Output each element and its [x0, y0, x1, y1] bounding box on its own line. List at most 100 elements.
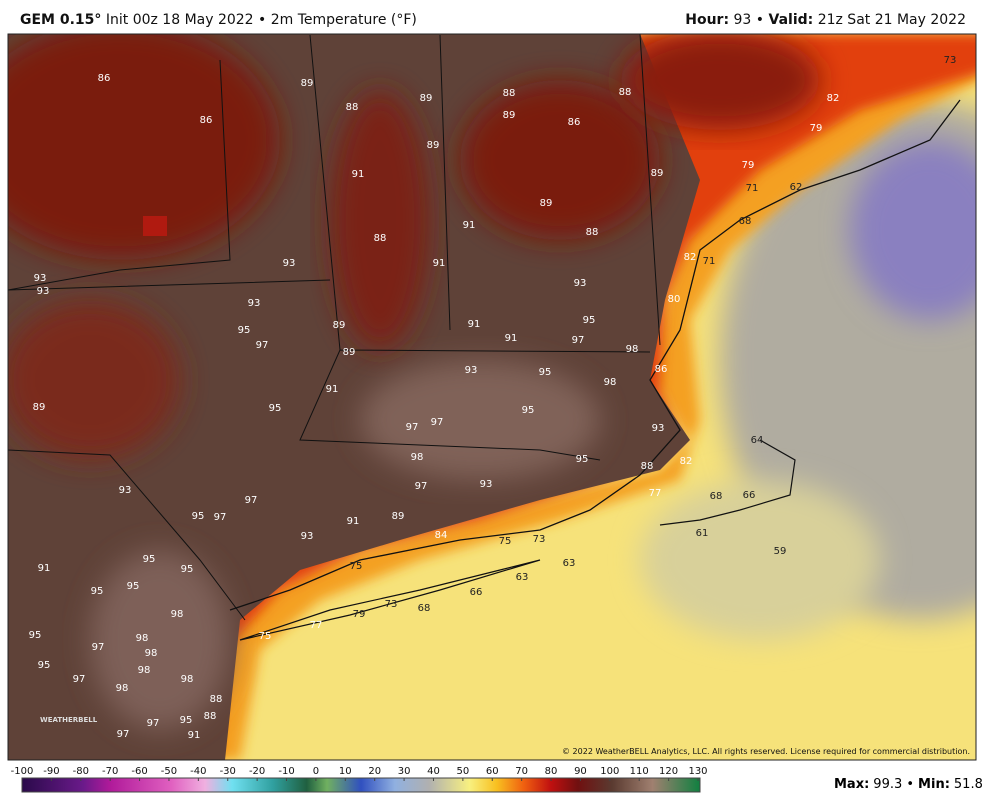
colorbar-tick-label: -50 [161, 766, 177, 777]
temp-label: 91 [188, 730, 201, 741]
temp-label: 91 [347, 516, 360, 527]
temp-label: 91 [505, 333, 518, 344]
temp-label: 79 [810, 123, 823, 134]
temp-label: 88 [586, 227, 599, 238]
temp-label: 91 [468, 319, 481, 330]
temp-label: 97 [92, 642, 105, 653]
temp-label: 75 [350, 561, 363, 572]
temp-label: 97 [245, 495, 258, 506]
colorbar-tick-label: -40 [190, 766, 206, 777]
temp-label: 64 [751, 435, 764, 446]
temp-label: 68 [710, 491, 723, 502]
map-frame [7, 33, 977, 761]
colorbar [21, 777, 701, 793]
temp-label: 73 [385, 599, 398, 610]
temp-label: 88 [503, 88, 516, 99]
temp-label: 98 [181, 674, 194, 685]
temp-label: 97 [572, 335, 585, 346]
temp-label: 93 [480, 479, 493, 490]
temp-label: 77 [649, 488, 662, 499]
temp-label: 98 [604, 377, 617, 388]
temp-label: 71 [746, 183, 759, 194]
temp-label: 89 [651, 168, 664, 179]
header-right: Hour: 93 • Valid: 21z Sat 21 May 2022 [685, 12, 966, 28]
temp-label: 95 [181, 564, 194, 575]
temp-label: 89 [420, 93, 433, 104]
temp-label: 98 [145, 648, 158, 659]
temp-label: 88 [210, 694, 223, 705]
temp-label: 97 [256, 340, 269, 351]
temp-label: 91 [38, 563, 51, 574]
colorbar-tick-label: 90 [574, 766, 587, 777]
temp-label: 62 [790, 182, 803, 193]
temp-label: 93 [301, 531, 314, 542]
temp-label: 98 [171, 609, 184, 620]
logo: WEATHERBELL [40, 716, 98, 724]
temp-label: 82 [684, 252, 697, 263]
colorbar-tick-label: -30 [220, 766, 236, 777]
colorbar-tick-label: -20 [249, 766, 265, 777]
temp-label: 95 [143, 554, 156, 565]
max: 99.3 • [873, 777, 914, 792]
temp-label: 95 [269, 403, 282, 414]
temp-label: 95 [583, 315, 596, 326]
hour-label: Hour: [685, 12, 730, 28]
temp-label: 73 [944, 55, 957, 66]
temp-label: 95 [522, 405, 535, 416]
temp-label: 97 [214, 512, 227, 523]
colorbar-tick-label: 50 [457, 766, 470, 777]
temp-label: 86 [98, 73, 111, 84]
temp-label: 91 [352, 169, 365, 180]
temp-label: 88 [346, 102, 359, 113]
valid-label: Valid: [768, 12, 814, 28]
temp-label: 95 [29, 630, 42, 641]
temp-label: 95 [180, 715, 193, 726]
temp-label: 75 [259, 631, 272, 642]
temp-label: 86 [200, 115, 213, 126]
temp-label: 98 [411, 452, 424, 463]
temp-label: 95 [127, 581, 140, 592]
temp-label: 95 [539, 367, 552, 378]
colorbar-tick-label: 30 [398, 766, 411, 777]
colorbar-tick-label: 110 [630, 766, 649, 777]
temp-label: 89 [392, 511, 405, 522]
colorbar-tick-label: 70 [515, 766, 528, 777]
colorbar-tick-label: 80 [545, 766, 558, 777]
temp-label: 98 [136, 633, 149, 644]
temp-label: 93 [248, 298, 261, 309]
max-label: Max: [834, 777, 869, 792]
temp-label: 86 [568, 117, 581, 128]
temp-label: 97 [431, 417, 444, 428]
temp-label: 95 [192, 511, 205, 522]
temp-label: 88 [374, 233, 387, 244]
temp-label: 88 [204, 711, 217, 722]
temp-label: 95 [38, 660, 51, 671]
temp-label: 89 [343, 347, 356, 358]
temp-label: 68 [418, 603, 431, 614]
colorbar-tick-label: -60 [131, 766, 147, 777]
temp-label: 82 [827, 93, 840, 104]
colorbar-tick-label: 60 [486, 766, 499, 777]
temp-label: 63 [516, 572, 529, 583]
temp-label: 93 [37, 286, 50, 297]
temp-label: 97 [117, 729, 130, 740]
colorbar-tick-label: 130 [688, 766, 707, 777]
temp-label: 71 [703, 256, 716, 267]
valid: 21z Sat 21 May 2022 [817, 12, 966, 28]
temp-label: 93 [283, 258, 296, 269]
temp-label: 89 [540, 198, 553, 209]
temp-label: 89 [503, 110, 516, 121]
temp-label: 66 [470, 587, 483, 598]
stats: Max: 99.3 • Min: 51.8 [834, 777, 983, 792]
temp-label: 89 [33, 402, 46, 413]
temp-label: 93 [652, 423, 665, 434]
description: Init 00z 18 May 2022 • 2m Temperature (°… [105, 12, 417, 28]
temp-label: 95 [576, 454, 589, 465]
temp-label: 89 [427, 140, 440, 151]
colorbar-tick-label: 0 [313, 766, 319, 777]
colorbar-tick-label: -80 [73, 766, 89, 777]
temp-label: 88 [641, 461, 654, 472]
copyright: © 2022 WeatherBELL Analytics, LLC. All r… [562, 747, 970, 756]
temp-label: 86 [655, 364, 668, 375]
